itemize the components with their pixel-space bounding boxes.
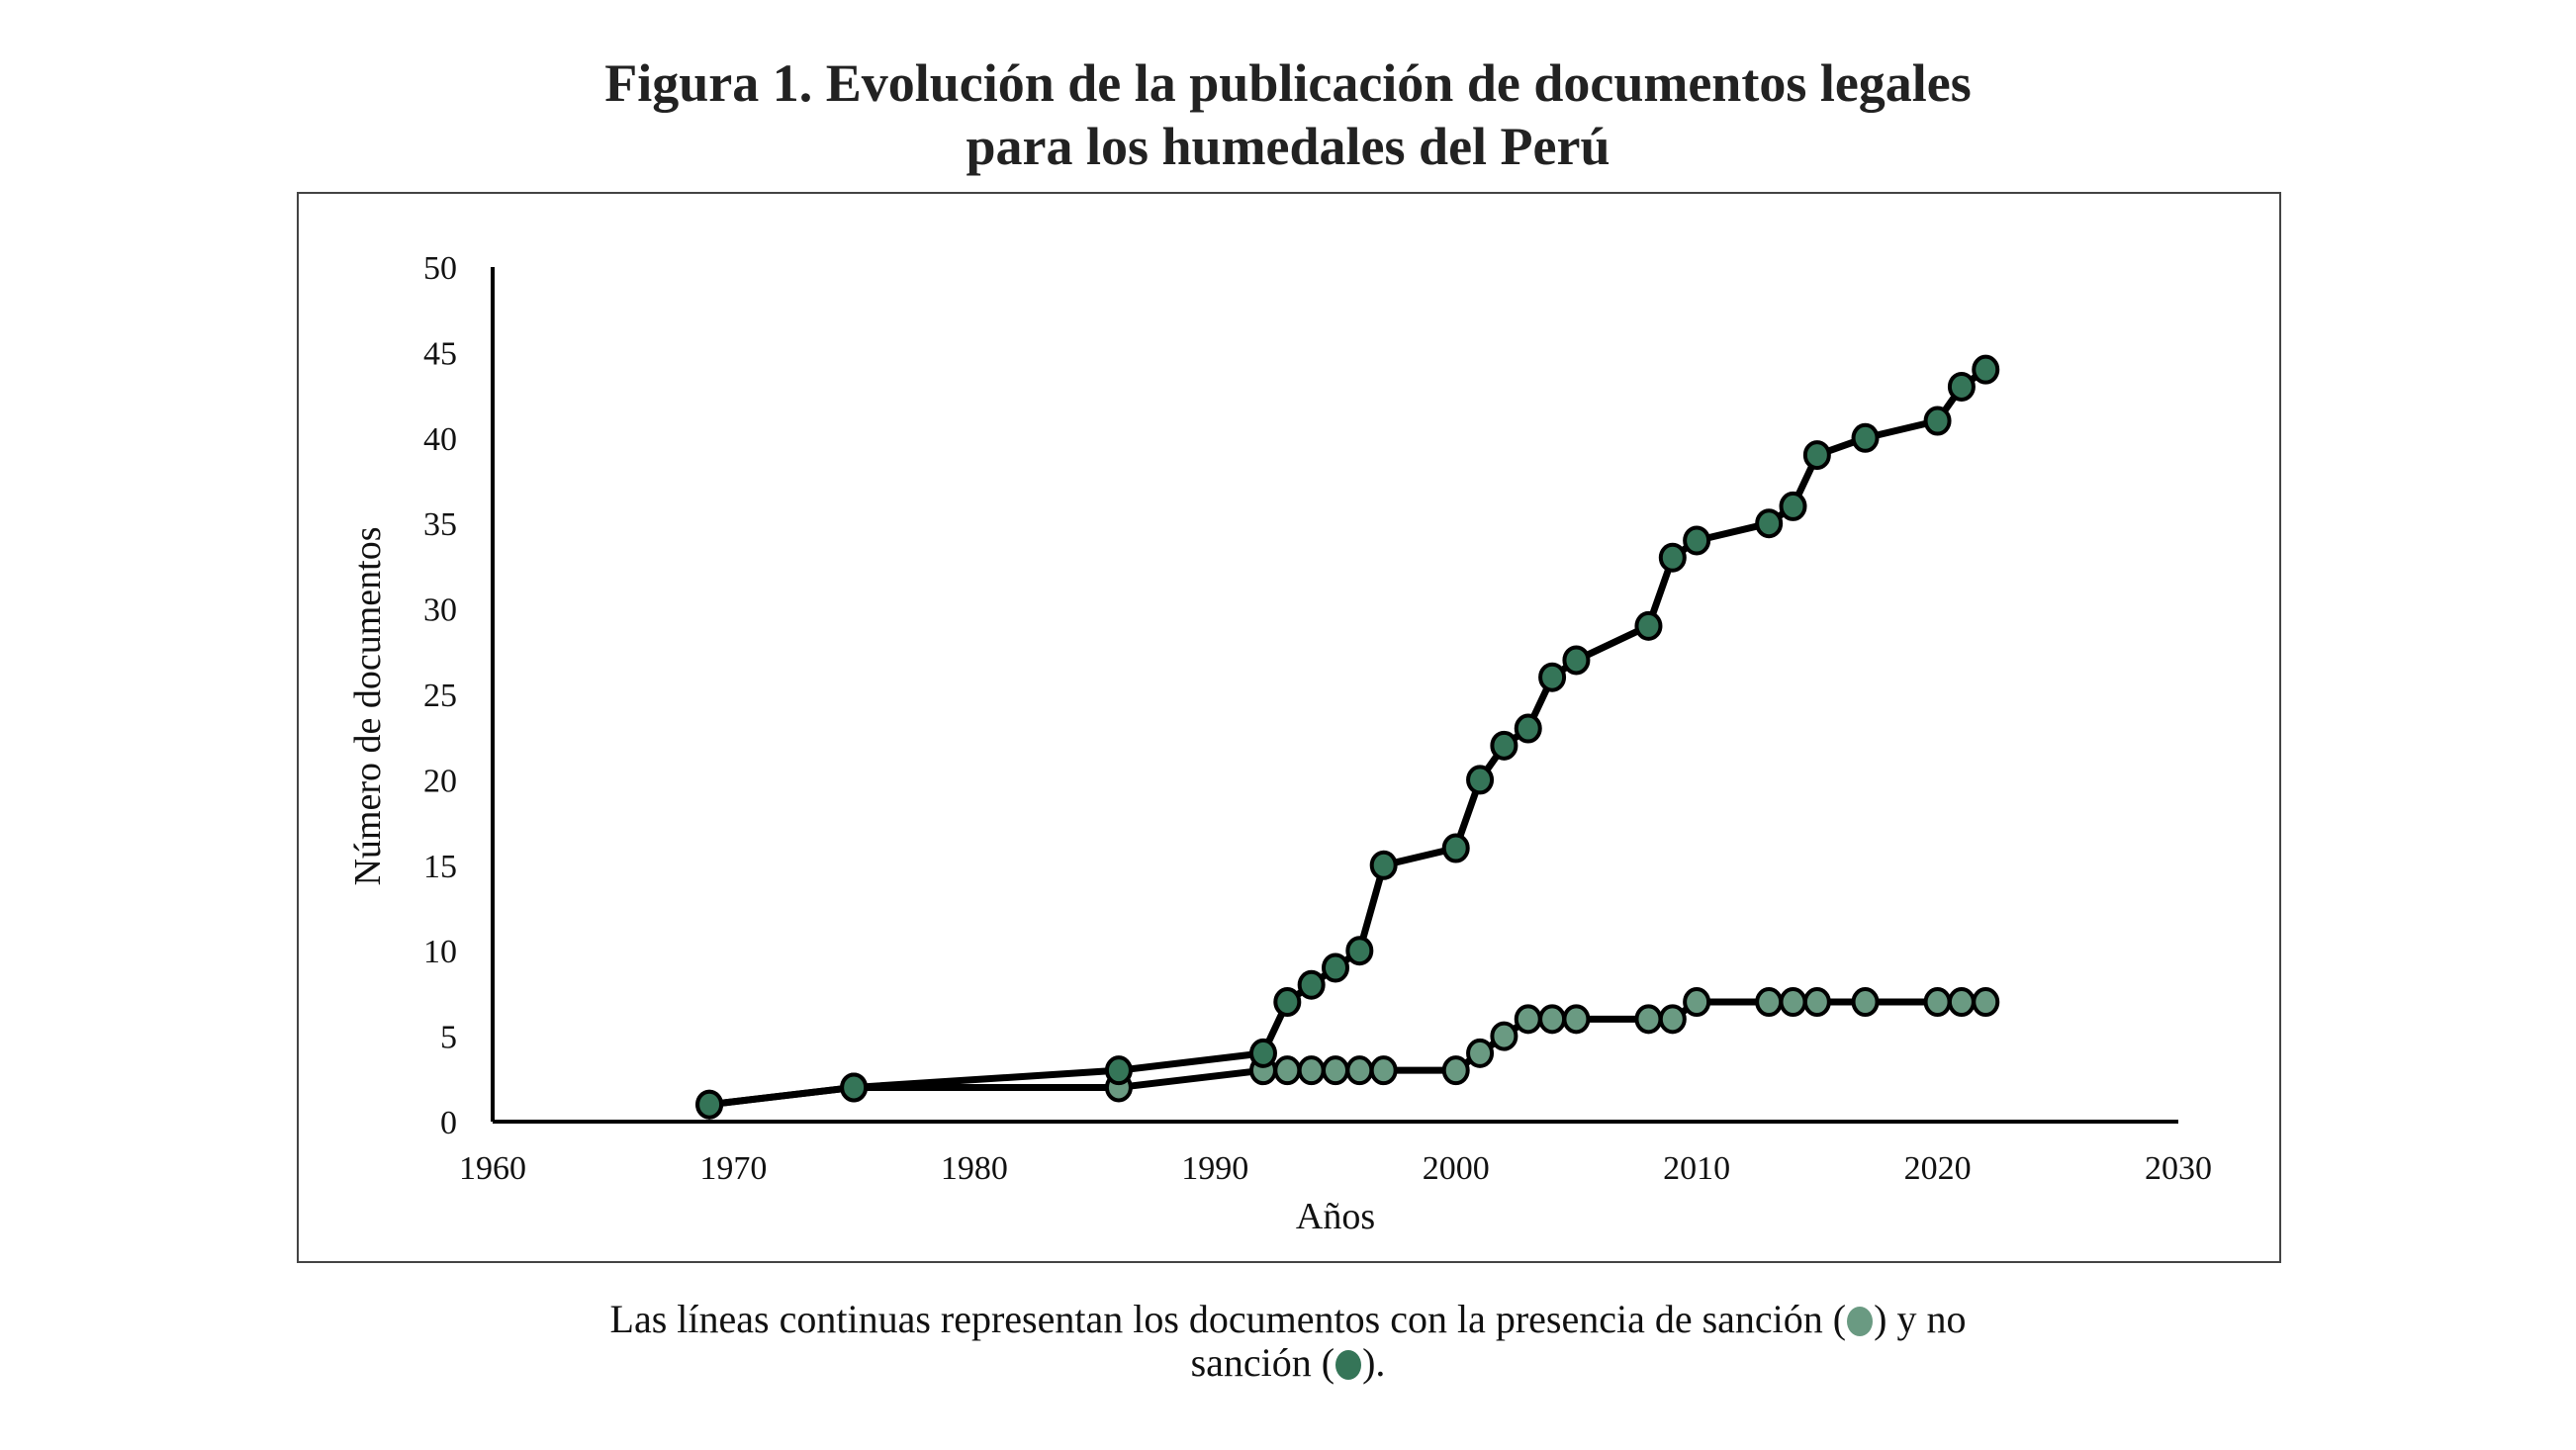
figure-title-line-1: Figura 1. Evolución de la publicación de… (604, 53, 1972, 113)
data-point (1441, 833, 1470, 863)
series-no-sancion (695, 354, 2000, 1120)
series-group (695, 354, 2000, 1120)
data-point (1345, 936, 1374, 966)
y-tick-label: 15 (423, 849, 457, 885)
data-point (1466, 1038, 1495, 1068)
data-point (1947, 987, 1976, 1018)
y-tick-label: 20 (423, 763, 457, 799)
data-point (840, 1072, 869, 1103)
data-point (1369, 1055, 1398, 1086)
x-tick-label: 2010 (1663, 1150, 1730, 1187)
x-tick-label: 1960 (459, 1150, 526, 1187)
series-line (708, 998, 1986, 1109)
data-point (695, 1089, 724, 1120)
data-point (1538, 662, 1567, 692)
data-point (1514, 1004, 1542, 1035)
data-point (1779, 491, 1807, 521)
data-point (1273, 987, 1302, 1018)
x-tick-label: 1980 (941, 1150, 1008, 1187)
data-point (1345, 1055, 1374, 1086)
data-point (1755, 508, 1784, 539)
data-point (1634, 1004, 1663, 1035)
y-tick-label: 50 (423, 250, 457, 287)
data-point (1634, 610, 1663, 641)
axes: 0 5 10 15 20 25 30 35 40 45 50 1960 1970 1980 1990 2000… (423, 250, 2212, 1187)
data-point (1947, 371, 1976, 402)
caption-text-1: Las líneas continuas representan los doc… (609, 1297, 1847, 1341)
data-point (1273, 1055, 1302, 1086)
data-point (1297, 1055, 1326, 1086)
data-point (1972, 354, 2000, 385)
data-point (1658, 542, 1687, 573)
y-tick-label: 30 (423, 592, 457, 629)
data-point (1658, 1004, 1687, 1035)
legend-marker-no-sancion (1335, 1350, 1362, 1380)
y-axis-label: Número de documentos (347, 526, 389, 885)
x-tick-label: 2000 (1423, 1150, 1490, 1187)
data-point (1851, 987, 1880, 1018)
y-tick-label: 25 (423, 678, 457, 714)
data-point (1755, 987, 1784, 1018)
series-sancion (695, 987, 2000, 1120)
data-point (1514, 713, 1542, 744)
y-tick-label: 5 (440, 1020, 457, 1056)
figure-title-line-2: para los humedales del Perú (966, 117, 1610, 176)
y-tick-label: 45 (423, 335, 457, 372)
caption-text-2: ) y no (1874, 1297, 1967, 1341)
chart-frame (297, 192, 2281, 1263)
x-tick-label: 2020 (1904, 1150, 1972, 1187)
data-point (1248, 1038, 1277, 1068)
y-tick-label: 35 (423, 506, 457, 543)
data-point (1972, 987, 2000, 1018)
data-point (1322, 1055, 1349, 1086)
data-point (1562, 1004, 1591, 1035)
data-point (1490, 1021, 1518, 1051)
figure-caption: Las líneas continuas representan los doc… (0, 1298, 2576, 1385)
x-tick-label: 1970 (699, 1150, 767, 1187)
data-point (1923, 987, 1952, 1018)
data-point (1779, 987, 1807, 1018)
legend-marker-sancion (1847, 1307, 1874, 1336)
data-point (1322, 952, 1349, 983)
x-tick-label: 2030 (2145, 1150, 2212, 1187)
data-point (1683, 987, 1711, 1018)
data-point (1562, 645, 1591, 676)
caption-text-3: sanción ( (1190, 1340, 1335, 1385)
data-point (1851, 422, 1880, 453)
x-tick-label: 1990 (1181, 1150, 1248, 1187)
data-point (1441, 1055, 1470, 1086)
y-tick-label: 10 (423, 934, 457, 970)
figure-title: Figura 1. Evolución de la publicación de… (0, 51, 2576, 178)
data-point (1802, 440, 1831, 471)
data-point (1490, 730, 1518, 761)
data-point (1802, 987, 1831, 1018)
data-point (1538, 1004, 1567, 1035)
data-point (1466, 765, 1495, 795)
caption-text-4: ). (1362, 1340, 1386, 1385)
data-point (1297, 969, 1326, 1000)
x-axis-label: Años (1296, 1196, 1375, 1237)
data-point (1683, 525, 1711, 556)
y-tick-label: 0 (440, 1105, 457, 1141)
data-point (1369, 850, 1398, 880)
data-point (1923, 406, 1952, 436)
data-point (1104, 1055, 1133, 1086)
y-tick-label: 40 (423, 421, 457, 458)
